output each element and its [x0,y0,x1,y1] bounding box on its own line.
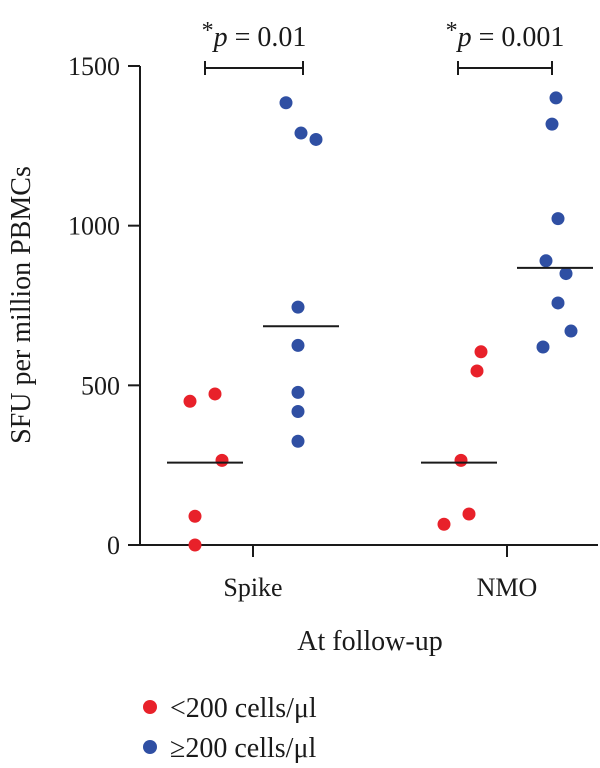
data-point [183,394,197,408]
x-ticks: Spike NMO [223,545,537,602]
data-point [551,296,565,310]
significance-bracket [457,61,553,75]
data-point [551,212,565,226]
data-point [291,405,305,419]
data-point [536,340,550,354]
y-tick-label: 1000 [68,212,120,241]
data-point [291,385,305,399]
data-point [291,300,305,314]
data-point [279,96,293,110]
x-axis-label: At follow-up [297,626,442,657]
data-point [309,132,323,146]
data-point [188,509,202,523]
significance-brackets: *p = 0.01 *p = 0.001 [202,18,565,75]
legend-label-low: <200 cells/μl [170,693,317,724]
y-tick-label: 1500 [68,52,120,81]
data-point [294,126,308,140]
y-tick-label: 0 [107,531,120,560]
x-tick-label: Spike [223,573,282,602]
data-point [454,453,468,467]
legend-label-high: ≥200 cells/μl [170,733,316,764]
data-point [564,324,578,338]
data-point [539,254,553,268]
data-point [549,91,563,105]
data-point [437,517,451,531]
data-point [474,345,488,359]
median-lines [167,266,593,464]
legend: <200 cells/μl ≥200 cells/μl [143,693,317,764]
data-point [215,453,229,467]
data-point [208,387,222,401]
data-points [183,91,578,552]
data-point [545,117,559,131]
significance-bracket [204,61,304,75]
data-point [470,364,484,378]
data-point [291,434,305,448]
legend-marker-high [143,740,157,754]
y-tick-label: 500 [81,371,120,400]
p-value-label: *p = 0.01 [202,18,307,53]
y-axis-label: SFU per million PBMCs [6,166,37,444]
data-point [291,338,305,352]
x-tick-label: NMO [477,573,538,602]
y-ticks: 0 500 1000 1500 [68,52,140,560]
axes [139,66,598,546]
data-point [188,538,202,552]
data-point [559,267,573,281]
data-point [462,507,476,521]
legend-marker-low [143,700,157,714]
p-value-label: *p = 0.001 [446,18,565,53]
